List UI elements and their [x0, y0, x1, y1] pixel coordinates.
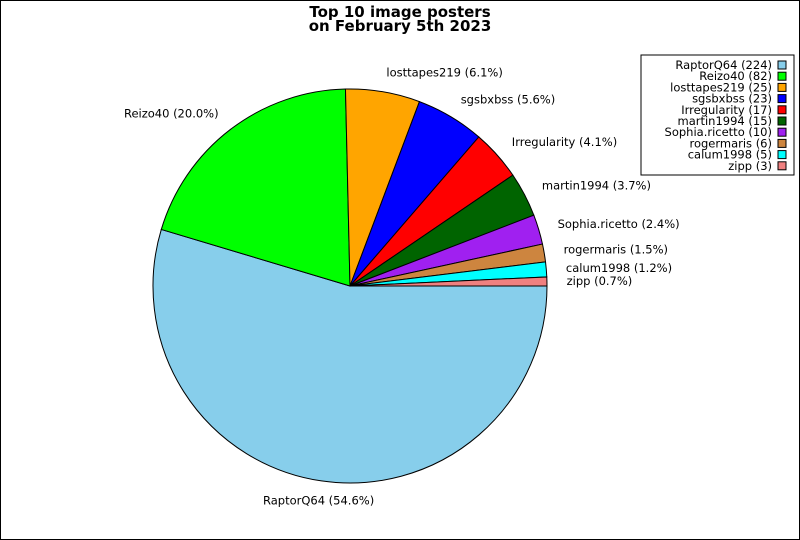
slice-label-rogermaris: rogermaris (1.5%) — [564, 243, 668, 257]
chart-title-line-2: on February 5th 2023 — [309, 17, 492, 35]
pie-slice-reizo40 — [160, 88, 351, 287]
legend-swatch-martin1994 — [777, 116, 787, 126]
pie-slice-raptorq64 — [152, 228, 548, 484]
chart-title: Top 10 image posters on February 5th 202… — [309, 3, 492, 35]
slice-label-losttapes219: losttapes219 (6.1%) — [386, 65, 502, 79]
legend-swatch-sgsbxbss — [777, 94, 787, 104]
legend-label-martin1994: martin1994 (15) — [678, 114, 773, 128]
slice-label-calum1998: calum1998 (1.2%) — [566, 261, 672, 275]
legend-swatch-zipp — [777, 161, 787, 171]
legend-swatch-rogermaris — [777, 138, 787, 148]
legend-label-reizo40: Reizo40 (82) — [699, 69, 772, 83]
pie-slices — [152, 88, 548, 484]
legend-swatch-raptorq64 — [777, 60, 787, 70]
legend-swatch-reizo40 — [777, 71, 787, 81]
legend-swatch-irregularity — [777, 105, 787, 115]
legend-swatch-calum1998 — [777, 150, 787, 160]
legend-label-losttapes219: losttapes219 (25) — [670, 80, 772, 94]
slice-label-sophia-ricetto: Sophia.ricetto (2.4%) — [558, 217, 680, 231]
slice-label-sgsbxbss: sgsbxbss (5.6%) — [461, 93, 556, 107]
slice-label-reizo40: Reizo40 (20.0%) — [124, 107, 219, 121]
slice-label-raptorq64: RaptorQ64 (54.6%) — [263, 493, 374, 507]
legend-label-rogermaris: rogermaris (6) — [689, 136, 772, 150]
legend-swatch-losttapes219 — [777, 82, 787, 92]
slice-labels: RaptorQ64 (54.6%) Reizo40 (20.0%) losttape… — [124, 65, 680, 507]
chart-title-line-1: Top 10 image posters — [309, 3, 490, 21]
legend: RaptorQ64 (224)Reizo40 (82)losttapes219 … — [640, 54, 795, 176]
legend-swatch-sophia-ricetto — [777, 127, 787, 137]
slice-label-irregularity: Irregularity (4.1%) — [512, 135, 617, 149]
legend-label-sophia-ricetto: Sophia.ricetto (10) — [665, 125, 772, 139]
legend-label-raptorq64: RaptorQ64 (224) — [675, 58, 772, 72]
legend-label-zipp: zipp (3) — [728, 159, 772, 173]
slice-label-zipp: zipp (0.7%) — [567, 274, 633, 288]
legend-label-sgsbxbss: sgsbxbss (23) — [692, 92, 772, 106]
slice-label-martin1994: martin1994 (3.7%) — [542, 178, 651, 192]
pie-slice-zipp — [349, 276, 548, 287]
legend-label-irregularity: Irregularity (17) — [681, 103, 772, 117]
legend-label-calum1998: calum1998 (5) — [688, 148, 772, 162]
legend-box — [640, 54, 795, 176]
